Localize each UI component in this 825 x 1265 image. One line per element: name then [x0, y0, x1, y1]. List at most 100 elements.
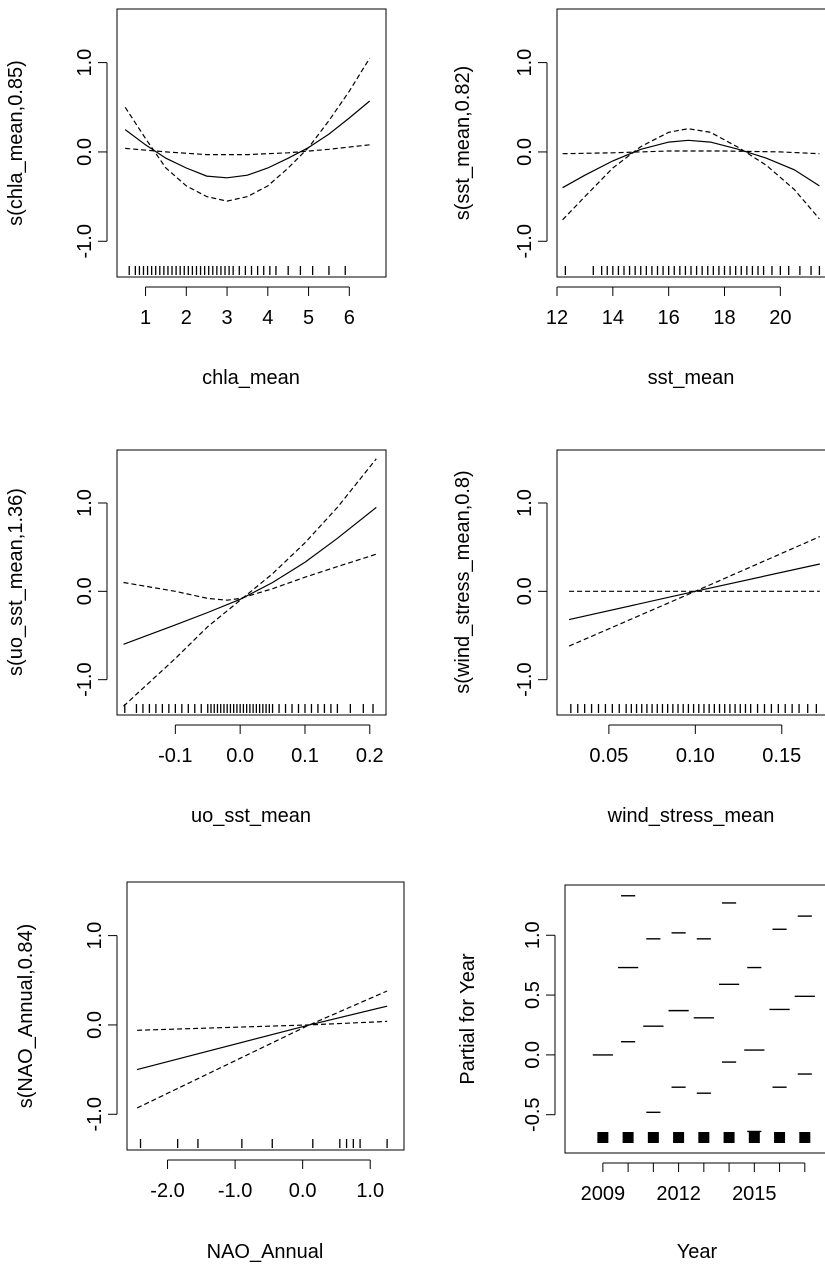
y-tick-label: 0.5 [522, 981, 544, 1009]
y-axis-label: s(wind_stress_mean,0.8) [452, 470, 474, 693]
x-axis-label: wind_stress_mean [607, 805, 775, 827]
x-tick-label: 2012 [656, 1183, 701, 1205]
ci-curve [123, 458, 377, 707]
plot-marks: 2009 2012 2015 -0.5 0.0 0.5 1.0 [522, 895, 815, 1205]
plot-frame [116, 449, 387, 716]
y-tick-label: 1.0 [514, 49, 536, 77]
x-tick-label: 2015 [732, 1183, 777, 1205]
rug-block [698, 1132, 710, 1143]
x-tick-label: 6 [344, 307, 355, 329]
y-tick-label: 1.0 [514, 489, 536, 517]
plot-area [123, 458, 377, 713]
y-tick-label: 0.0 [514, 577, 536, 605]
plot-marks: -0.1 0.0 0.1 0.2 -1.0 0.0 1.0 [74, 458, 384, 767]
x-tick-label: 4 [262, 307, 273, 329]
plot-area [562, 128, 821, 275]
x-tick-label: 0.0 [226, 745, 254, 767]
y-tick-label: 1.0 [74, 489, 96, 517]
x-axis-label: NAO_Annual [207, 1241, 324, 1263]
plot-area [592, 895, 815, 1143]
x-tick-label: 0.15 [762, 745, 801, 767]
y-tick-label: -0.5 [522, 1097, 544, 1131]
panel-uo-sst-mean: uo_sst_mean s(uo_sst_mean,1.36) -0.1 0.0 0… [5, 449, 387, 827]
y-tick-label: 1.0 [84, 922, 106, 950]
plot-marks: 1 2 3 4 5 6 -1.0 0.0 1.0 [74, 49, 371, 329]
smooth-curve [562, 139, 820, 189]
rug-block [774, 1132, 786, 1143]
ci-curve [125, 144, 370, 156]
plot-area [124, 57, 371, 275]
x-tick-label: 0.05 [589, 745, 628, 767]
x-tick-label: 18 [713, 307, 735, 329]
plot-marks: -2.0 -1.0 0.0 1.0 -1.0 0.0 1.0 [84, 922, 388, 1202]
x-tick-label: 20 [769, 307, 791, 329]
rug-block [748, 1132, 760, 1143]
smooth-curve [136, 1005, 388, 1071]
ci-curve [123, 553, 377, 601]
x-tick-label: 12 [546, 307, 568, 329]
x-tick-label: 0.0 [289, 1180, 317, 1202]
plot-frame [116, 8, 387, 278]
x-tick-label: 5 [303, 307, 314, 329]
y-tick-label: -1.0 [74, 662, 96, 696]
x-axis-label: Year [677, 1241, 718, 1263]
y-axis-label: Partial for Year [457, 953, 479, 1085]
smooth-curve [124, 100, 371, 179]
y-tick-label: -1.0 [514, 662, 536, 696]
plot-area [568, 536, 821, 713]
plot-frame [564, 884, 825, 1154]
rug-block [723, 1132, 735, 1143]
x-tick-label: 0.2 [356, 745, 384, 767]
plot-marks: 12 14 16 18 20 -1.0 0.0 1.0 [514, 49, 821, 329]
y-tick-label: -1.0 [74, 224, 96, 258]
plot-frame [556, 8, 825, 278]
ci-curve [568, 536, 821, 647]
x-tick-label: -0.1 [158, 745, 192, 767]
x-axis-label: sst_mean [648, 367, 735, 389]
rug-block [647, 1132, 659, 1143]
x-tick-label: 2 [181, 307, 192, 329]
panel-nao-annual: NAO_Annual s(NAO_Annual,0.84) -2.0 -1.0 0.… [15, 881, 405, 1263]
rug-block [597, 1132, 609, 1143]
x-tick-label: -2.0 [150, 1180, 184, 1202]
y-axis-label: s(sst_mean,0.82) [452, 66, 474, 221]
panel-sst-mean: sst_mean s(sst_mean,0.82) 12 14 16 18 20 -1.0… [452, 8, 825, 389]
smooth-curve [123, 506, 377, 645]
y-tick-label: 0.0 [74, 138, 96, 166]
x-tick-label: 3 [221, 307, 232, 329]
ci-curve [136, 990, 388, 1109]
y-tick-label: 1.0 [74, 49, 96, 77]
y-tick-label: 0.0 [522, 1041, 544, 1069]
panel-wind-stress-mean: wind_stress_mean s(wind_stress_mean,0.8)… [452, 449, 825, 827]
rug-block [799, 1132, 811, 1143]
plot-frame [556, 449, 825, 716]
y-tick-label: 0.0 [74, 577, 96, 605]
ci-curve [562, 150, 820, 155]
x-tick-label: 2009 [581, 1183, 626, 1205]
rug-block [673, 1132, 685, 1143]
ci-curve [137, 1020, 388, 1031]
x-tick-label: 0.10 [676, 745, 715, 767]
x-axis-label: chla_mean [202, 367, 300, 389]
ci-curve [562, 128, 820, 221]
x-tick-label: 16 [658, 307, 680, 329]
y-axis-label: s(NAO_Annual,0.84) [15, 924, 37, 1109]
x-tick-label: 1.0 [356, 1180, 384, 1202]
rug-block [622, 1132, 634, 1143]
x-tick-label: 14 [602, 307, 624, 329]
y-tick-label: 0.0 [514, 138, 536, 166]
x-tick-label: 1 [140, 307, 151, 329]
y-tick-label: 0.0 [84, 1011, 106, 1039]
plot-area [136, 990, 388, 1148]
panel-chla-mean: chla_mean s(chla_mean,0.85) 1 2 3 4 5 6 -1.0 0.… [5, 8, 387, 389]
y-axis-label: s(chla_mean,0.85) [5, 60, 27, 226]
x-tick-label: -1.0 [218, 1180, 252, 1202]
plot-marks: 0.05 0.10 0.15 -1.0 0.0 1.0 [514, 489, 821, 767]
ci-curve [124, 57, 371, 202]
y-tick-label: 1.0 [522, 921, 544, 949]
y-tick-label: -1.0 [514, 224, 536, 258]
plot-frame [126, 881, 405, 1151]
x-tick-label: 0.1 [291, 745, 319, 767]
y-axis-label: s(uo_sst_mean,1.36) [5, 488, 27, 676]
